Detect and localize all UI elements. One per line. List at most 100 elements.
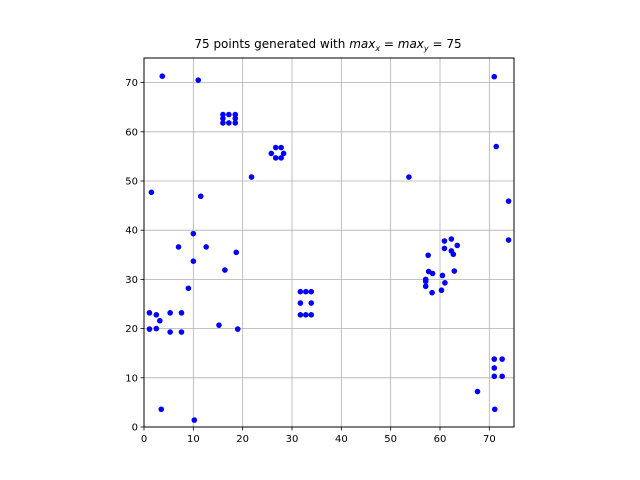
data-point <box>148 189 155 196</box>
y-tick-label: 10 <box>125 373 138 384</box>
data-point <box>280 150 287 157</box>
data-point <box>505 198 512 204</box>
data-point <box>451 268 458 274</box>
chart-title-var-y: max <box>398 37 425 51</box>
plot-frame <box>143 57 515 428</box>
x-tick-label: 10 <box>187 434 200 445</box>
data-point <box>272 144 279 151</box>
data-point <box>220 115 226 122</box>
x-tick-label: 50 <box>384 434 397 445</box>
chart-title-prefix: 75 points generated with <box>194 37 349 51</box>
data-point <box>232 120 239 126</box>
data-point <box>278 155 284 161</box>
chart-title-sub-x: x <box>374 44 380 53</box>
data-point <box>442 280 448 286</box>
data-point <box>248 174 255 180</box>
data-point <box>190 258 197 264</box>
x-tick-label: 70 <box>483 434 496 445</box>
x-tick-label: 60 <box>434 434 447 445</box>
data-point <box>303 288 309 295</box>
data-point <box>454 242 461 249</box>
data-point <box>233 249 240 256</box>
data-point <box>491 356 498 362</box>
x-tick-label: 20 <box>236 434 249 445</box>
data-point <box>222 267 228 273</box>
chart-title-equals-2: = <box>429 37 447 51</box>
data-point <box>146 326 153 332</box>
data-point <box>272 155 279 161</box>
y-tick-label: 60 <box>125 127 138 138</box>
data-point <box>422 278 429 285</box>
data-point <box>234 326 241 332</box>
data-point <box>499 356 505 362</box>
y-tick-label: 30 <box>125 275 138 286</box>
data-point <box>167 329 173 335</box>
data-point <box>303 312 309 318</box>
data-point <box>308 288 315 295</box>
data-point <box>185 285 192 292</box>
data-point <box>429 270 436 277</box>
grid <box>143 58 514 428</box>
y-tick-label: 0 <box>132 423 138 434</box>
data-point <box>226 120 232 126</box>
data-point <box>153 312 160 318</box>
data-point <box>268 150 275 157</box>
data-point <box>450 251 457 258</box>
data-point <box>203 244 209 250</box>
data-point <box>175 244 182 250</box>
data-point <box>232 111 239 118</box>
x-tick-label: 0 <box>141 434 147 445</box>
data-point <box>425 252 431 259</box>
data-point <box>441 245 448 252</box>
data-point <box>297 312 304 318</box>
x-axis-ticks: 0 10 20 30 40 50 60 70 <box>141 427 496 445</box>
data-point <box>146 310 153 316</box>
data-point <box>422 283 429 290</box>
data-point <box>220 120 226 126</box>
data-points <box>146 73 512 423</box>
data-point <box>493 143 500 150</box>
data-point <box>195 77 202 83</box>
data-point <box>438 287 445 294</box>
chart-title-var-x: max <box>349 37 376 51</box>
data-point <box>491 373 498 380</box>
data-point <box>448 236 455 242</box>
data-point <box>278 144 284 151</box>
chart-title: 75 points generated with maxx = maxy = 7… <box>194 37 461 53</box>
data-point <box>232 115 239 122</box>
data-point <box>297 300 304 306</box>
data-point <box>216 322 222 328</box>
data-point <box>153 325 160 332</box>
data-point <box>197 193 204 200</box>
data-point <box>505 237 512 243</box>
data-point <box>167 310 173 316</box>
data-point <box>178 329 185 335</box>
data-point <box>491 73 498 80</box>
data-point <box>474 388 481 395</box>
data-point <box>441 238 448 244</box>
x-tick-label: 30 <box>286 434 299 445</box>
data-point <box>406 174 412 180</box>
data-point <box>499 373 505 380</box>
y-axis-ticks: 0 10 20 30 40 50 60 70 <box>125 78 144 434</box>
data-point <box>158 406 165 413</box>
y-tick-label: 20 <box>125 324 138 335</box>
y-tick-label: 40 <box>125 226 138 237</box>
data-point <box>191 417 198 423</box>
data-point <box>439 272 446 279</box>
data-point <box>220 111 226 118</box>
chart-title-equals: = <box>380 37 398 51</box>
chart-title-value: 75 <box>446 37 461 51</box>
x-tick-label: 40 <box>335 434 348 445</box>
data-point <box>429 289 435 296</box>
data-point <box>226 111 232 118</box>
data-point <box>491 365 498 371</box>
data-point <box>178 310 185 316</box>
chart-title-sub-y: y <box>423 44 429 53</box>
data-point <box>156 317 163 324</box>
data-point <box>491 406 498 413</box>
data-point <box>308 312 315 318</box>
y-tick-label: 50 <box>125 177 138 188</box>
y-tick-label: 70 <box>125 78 138 89</box>
